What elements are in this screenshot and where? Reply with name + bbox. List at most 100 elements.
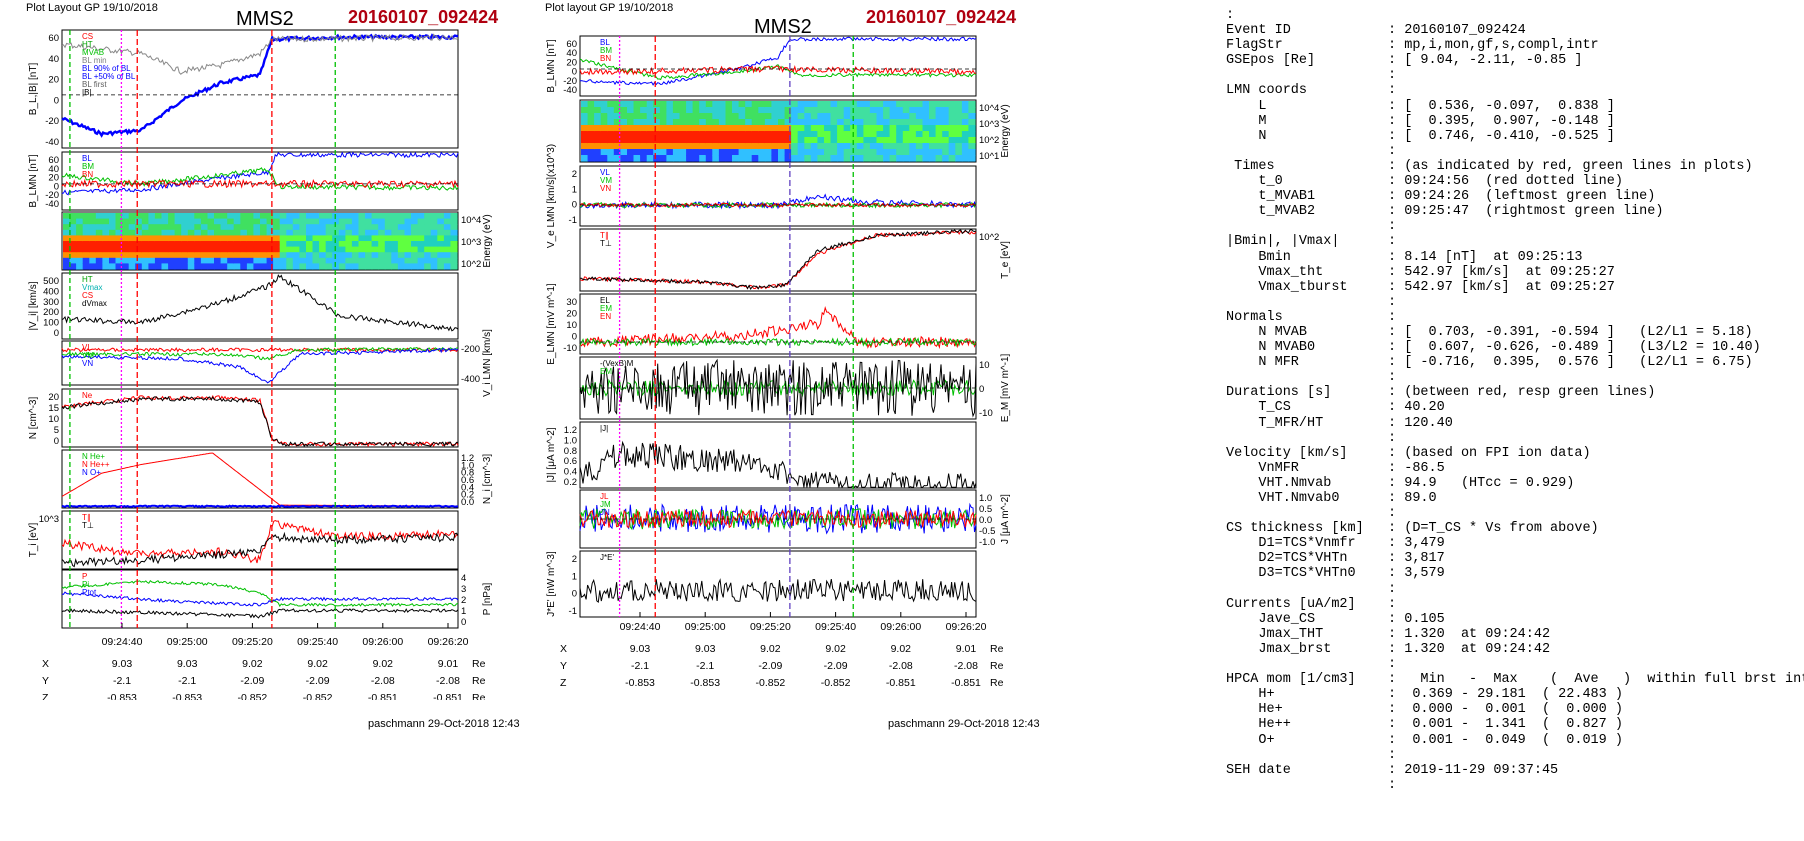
- spectrogram-cell: [174, 252, 182, 259]
- spectrogram-cell: [955, 143, 963, 150]
- spectrogram-cell: [338, 218, 346, 225]
- spectrogram-cell: [200, 252, 209, 259]
- spectrogram-cell: [161, 241, 169, 248]
- spectrogram-cell: [948, 113, 956, 120]
- spectrogram-cell: [365, 235, 373, 242]
- spectrogram-cell: [174, 224, 182, 231]
- orbit-value: -0.853: [172, 692, 202, 700]
- spectrogram-cell: [725, 107, 733, 114]
- spectrogram-cell: [266, 246, 274, 253]
- spectrogram-cell: [174, 246, 182, 253]
- y-tick-label: 4: [461, 573, 466, 584]
- legend-entry: J*E': [600, 553, 614, 562]
- spectrogram-cell: [319, 224, 327, 231]
- spectrogram-cell: [620, 137, 628, 144]
- spectrogram-cell: [365, 252, 373, 259]
- spectrogram-cell: [732, 101, 740, 108]
- spectrogram-cell: [260, 241, 268, 248]
- spectrogram-cell: [863, 107, 871, 114]
- spectrogram-cell: [784, 125, 792, 132]
- spectrogram-cell: [227, 257, 235, 264]
- spectrogram-cell: [955, 101, 963, 108]
- spectrogram-cell: [791, 149, 799, 156]
- spectrogram-cell: [279, 241, 287, 248]
- spectrogram-cell: [437, 252, 445, 259]
- spectrogram-cell: [922, 125, 930, 132]
- spectrogram-cell: [830, 113, 838, 120]
- spectrogram-cell: [804, 143, 812, 150]
- y-tick-label: 10^2: [461, 259, 481, 270]
- orbit-value: 9.02: [242, 658, 263, 670]
- spectrogram-cell: [430, 213, 438, 220]
- spectrogram-cell: [404, 224, 412, 231]
- energy-spectrogram: [63, 213, 458, 270]
- series-line: [579, 305, 977, 350]
- spectrogram-cell: [863, 119, 871, 126]
- orbit-unit: Re: [990, 660, 1004, 672]
- spectrogram-cell: [666, 107, 674, 114]
- y-tick-label: 0.4: [461, 482, 474, 493]
- spectrogram-cell: [856, 113, 864, 120]
- spectrogram-cell: [187, 229, 195, 236]
- spectrogram-cell: [751, 149, 759, 156]
- x-tick-label: 09:25:00: [685, 621, 726, 633]
- spectrogram-cell: [246, 246, 255, 253]
- spectrogram-cell: [384, 229, 392, 236]
- info-line: N : [ 0.746, -0.410, -0.525 ]: [1226, 128, 1615, 144]
- spectrogram-cell: [830, 149, 838, 156]
- spectrogram-cell: [594, 149, 602, 156]
- spectrogram-cell: [672, 155, 681, 162]
- spectrogram-cell: [325, 235, 333, 242]
- legend-entry: CS: [82, 291, 93, 300]
- spectrogram-cell: [89, 257, 97, 264]
- spectrogram-cell: [856, 125, 864, 132]
- spectrogram-cell: [646, 113, 654, 120]
- spectrogram-cell: [319, 252, 327, 259]
- legend-entry: VN: [82, 359, 93, 368]
- spectrogram-cell: [581, 149, 589, 156]
- spectrogram-cell: [306, 246, 314, 253]
- spectrogram-cell: [443, 213, 452, 220]
- orbit-value: -2.09: [824, 660, 848, 672]
- info-line: GSEpos [Re] : [ 9.04, -2.11, -0.85 ]: [1226, 53, 1583, 69]
- y-axis-label: N_i [cm^-3]: [482, 454, 493, 504]
- spectrogram-cell: [397, 235, 406, 242]
- y-tick-label: 1.2: [461, 453, 474, 464]
- spectrogram-cell: [325, 241, 333, 248]
- spectrogram-cell: [797, 149, 805, 156]
- spectrogram-cell: [600, 107, 608, 114]
- spectrogram-cell: [115, 252, 123, 259]
- info-line: Jmax_THT : 1.320 at 09:24:42: [1226, 626, 1551, 642]
- spectrogram-cell: [109, 252, 117, 259]
- spectrogram-cell: [942, 149, 950, 156]
- spectrogram-cell: [686, 119, 694, 126]
- spectrogram-cell: [253, 257, 261, 264]
- spectrogram-cell: [168, 224, 176, 231]
- spectrogram-cell: [306, 213, 314, 220]
- spectrogram-cell: [672, 119, 681, 126]
- spectrogram-cell: [397, 224, 406, 231]
- spectrogram-cell: [148, 257, 156, 264]
- spectrogram-cell: [135, 224, 143, 231]
- spectrogram-cell: [705, 101, 713, 108]
- spectrogram-cell: [929, 119, 937, 126]
- spectrogram-cell: [889, 155, 897, 162]
- spectrogram-cell: [417, 218, 425, 225]
- spectrogram-cell: [633, 101, 641, 108]
- panel-frame: [579, 228, 977, 292]
- spectrogram-cell: [745, 113, 753, 120]
- spectrogram-cell: [207, 213, 215, 220]
- series-line: [61, 167, 459, 191]
- spectrogram-cell: [286, 252, 294, 259]
- spectrogram-cell: [627, 119, 635, 126]
- series-line: [579, 36, 977, 86]
- orbit-value: -2.09: [306, 675, 330, 687]
- y-tick-label: 0: [572, 200, 577, 211]
- spectrogram-cell: [883, 101, 891, 108]
- orbit-value: 9.02: [760, 643, 781, 655]
- spectrogram-cell: [889, 149, 897, 156]
- spectrogram-cell: [804, 149, 812, 156]
- spectrogram-cell: [666, 137, 674, 144]
- y-tick-label: 30: [566, 297, 577, 308]
- spectrogram-cell: [109, 213, 117, 220]
